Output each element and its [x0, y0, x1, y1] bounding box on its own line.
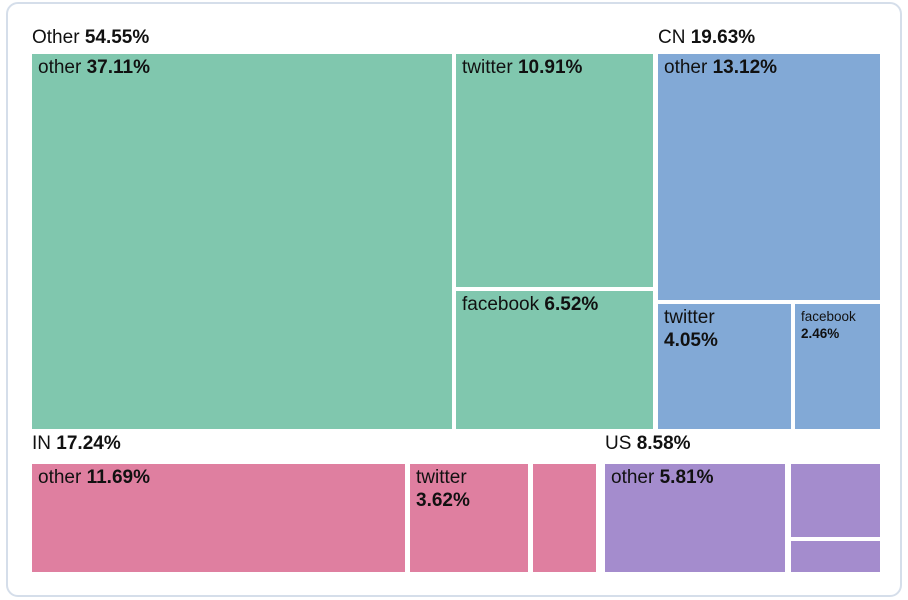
group-label-in: IN 17.24%: [32, 433, 121, 455]
cell-name: twitter: [664, 307, 715, 328]
group-pct: 17.24%: [56, 433, 121, 454]
group-label-other: Other 54.55%: [32, 27, 149, 49]
treemap-cell-cn-twitter[interactable]: twitter 4.05%: [658, 304, 791, 429]
group-name: CN: [658, 27, 686, 48]
group-name: Other: [32, 27, 80, 48]
treemap-cell-cn-facebook[interactable]: facebook 2.46%: [795, 304, 880, 429]
cell-name: twitter: [462, 57, 513, 78]
treemap-cell-us-other[interactable]: other 5.81%: [605, 464, 785, 572]
cell-name: other: [611, 467, 655, 488]
cell-name: other: [38, 57, 82, 78]
group-label-us: US 8.58%: [605, 433, 691, 455]
cell-pct: 37.11%: [86, 57, 150, 78]
cell-pct: 2.46%: [801, 326, 840, 341]
cell-label: twitter 3.62%: [410, 464, 528, 514]
cell-pct: 4.05%: [664, 330, 718, 351]
treemap-cell-in-unlabeled[interactable]: [533, 464, 596, 572]
group-pct: 19.63%: [690, 27, 756, 48]
cell-label: twitter 10.91%: [456, 54, 653, 81]
treemap-cell-us-unlabeled-1[interactable]: [791, 464, 880, 537]
cell-name: other: [38, 467, 82, 488]
treemap-cell-other-facebook[interactable]: facebook 6.52%: [456, 291, 653, 429]
cell-name: other: [664, 57, 708, 78]
group-label-cn: CN 19.63%: [658, 27, 755, 49]
cell-label: facebook 6.52%: [456, 291, 653, 318]
group-name: IN: [32, 433, 51, 454]
cell-pct: 10.91%: [517, 57, 583, 78]
cell-label: facebook 2.46%: [795, 304, 880, 346]
cell-label: other 13.12%: [658, 54, 880, 81]
cell-name: facebook: [462, 294, 540, 315]
treemap-cell-cn-other[interactable]: other 13.12%: [658, 54, 880, 300]
group-pct: 54.55%: [84, 27, 150, 48]
cell-label: other 37.11%: [32, 54, 452, 81]
cell-pct: 3.62%: [416, 490, 470, 511]
cell-pct: 13.12%: [712, 57, 778, 78]
treemap-cell-in-twitter[interactable]: twitter 3.62%: [410, 464, 528, 572]
cell-name: twitter: [416, 467, 467, 488]
treemap-cell-other-other[interactable]: other 37.11%: [32, 54, 452, 429]
cell-pct: 5.81%: [659, 467, 714, 488]
cell-pct: 6.52%: [544, 294, 599, 315]
cell-pct: 11.69%: [86, 467, 150, 488]
group-pct: 8.58%: [636, 433, 691, 454]
cell-label: twitter 4.05%: [658, 304, 791, 354]
cell-name: facebook: [801, 309, 856, 324]
cell-label: other 11.69%: [32, 464, 405, 491]
treemap-cell-us-unlabeled-2[interactable]: [791, 541, 880, 572]
treemap-cell-in-other[interactable]: other 11.69%: [32, 464, 405, 572]
treemap-cell-other-twitter[interactable]: twitter 10.91%: [456, 54, 653, 287]
cell-label: other 5.81%: [605, 464, 785, 491]
group-name: US: [605, 433, 632, 454]
